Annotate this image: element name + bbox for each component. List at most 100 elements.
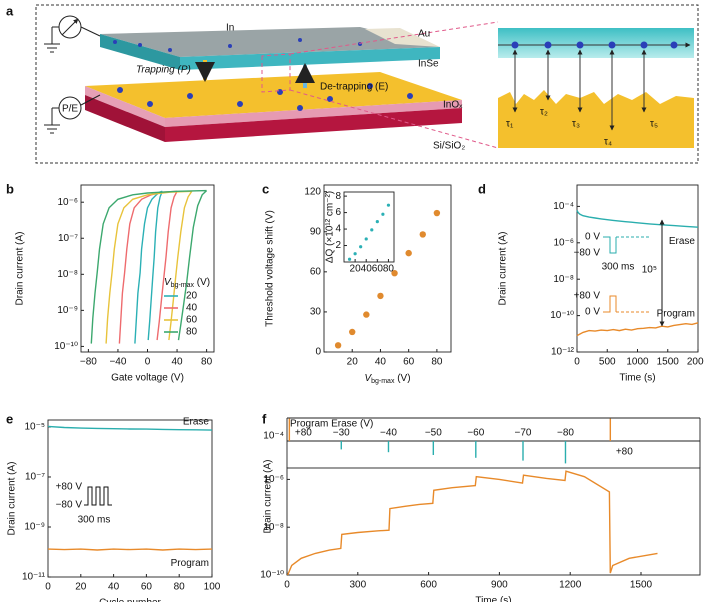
pulse-train — [84, 486, 112, 506]
charges — [113, 38, 413, 111]
annotation: 300 ms — [602, 262, 635, 273]
x-tick-label: 0 — [145, 357, 151, 368]
x-tick-label: 2000 — [687, 357, 704, 368]
x-axis-label: Gate voltage (V) — [111, 373, 184, 384]
x-tick-label: 40 — [375, 357, 387, 368]
plot-frame — [343, 191, 395, 263]
legend-title: Vbg-max (V) — [164, 277, 210, 290]
annotation: −80 V — [56, 500, 83, 511]
annotation: 0 V — [585, 307, 600, 318]
y-tick-label: 10⁻⁷ — [58, 233, 78, 244]
y-axis-label: Drain current (A) — [15, 232, 26, 306]
series-label: Program — [171, 558, 209, 569]
point — [359, 245, 363, 249]
point — [391, 269, 398, 277]
x-tick-label: 100 — [204, 582, 221, 593]
legend-label: 40 — [186, 303, 198, 314]
pulse-label: +80 — [616, 447, 633, 458]
annotation: 10⁵ — [642, 265, 657, 276]
x-tick-label: 0 — [45, 582, 51, 593]
plot-frame — [47, 419, 213, 578]
x-tick-label: 1500 — [630, 580, 653, 591]
plot-frame — [576, 184, 699, 353]
y-tick-label: 10⁻¹⁰ — [550, 310, 574, 321]
inse-layer — [180, 47, 440, 70]
pulse-label: −70 — [515, 428, 532, 439]
zoom-charges — [498, 41, 691, 131]
legend-title-unit: (V) — [194, 277, 210, 288]
y-tick-label: 8 — [335, 191, 341, 202]
panel-letter: e — [6, 411, 13, 426]
x-tick-label: 20 — [347, 357, 359, 368]
point — [364, 237, 368, 241]
pulse — [603, 295, 617, 313]
x-tick-label: 60 — [141, 582, 153, 593]
legend-title-sub: bg-max — [171, 282, 195, 289]
schematic: a In Au InSe Trapping (P) De-trapping (E… — [6, 3, 699, 164]
x-tick-label: 20 — [75, 582, 87, 593]
y-tick-label: 4 — [335, 224, 341, 235]
panel-letter: b — [6, 181, 14, 196]
pulse-label: −50 — [425, 428, 442, 439]
x-tick-label: 80 — [383, 264, 395, 275]
strip-tick-label: 10⁻⁴ — [263, 431, 284, 442]
label-tau: τ₅ — [650, 119, 658, 130]
point — [405, 249, 412, 257]
x-axis-label: Cycle number — [99, 598, 161, 602]
x-tick-label: 80 — [174, 582, 186, 593]
x-axis-label: Time (s) — [475, 596, 511, 602]
x-tick-label: 500 — [599, 357, 616, 368]
zoom-lines — [261, 21, 499, 149]
y-tick-label: 10⁻⁴ — [553, 201, 574, 212]
point — [375, 220, 379, 224]
x-axis-label: Time (s) — [619, 373, 655, 384]
y-tick-label: 10⁻⁸ — [263, 522, 284, 533]
point — [353, 252, 357, 256]
panel-letter: f — [262, 411, 267, 426]
label-inse: InSe — [418, 59, 439, 70]
sio2-side — [85, 86, 165, 127]
x-tick-label: 1500 — [657, 357, 680, 368]
y-tick-label: 6 — [335, 207, 341, 218]
label-in: In — [226, 23, 234, 34]
x-tick-label: −40 — [109, 357, 126, 368]
point — [386, 203, 391, 207]
line — [90, 189, 208, 344]
y-axis-label: Drain current (A) — [498, 232, 509, 306]
legend-title-main: V — [164, 277, 172, 288]
y-tick-label: 120 — [304, 186, 321, 197]
y-tick-label: 60 — [310, 266, 322, 277]
label-tau: τ₁ — [506, 119, 514, 130]
plot-frame — [323, 184, 452, 353]
y-tick-label: 10⁻⁸ — [553, 274, 574, 285]
pulse-label: −40 — [380, 428, 397, 439]
series-label: Erase — [183, 417, 210, 428]
label-tau: τ₂ — [540, 107, 548, 118]
point — [347, 257, 352, 261]
x-tick-label: 40 — [361, 264, 373, 275]
x-tick-label: 40 — [108, 582, 120, 593]
y-tick-label: 10⁻¹¹ — [22, 572, 46, 583]
x-tick-label: −80 — [80, 357, 97, 368]
y-axis-label: ΔQ (×10¹² cm⁻²) — [325, 191, 336, 263]
panel-letter: d — [478, 181, 486, 196]
annotation: −80 V — [574, 248, 601, 259]
point — [381, 212, 385, 216]
inox-layer — [85, 72, 462, 118]
panel-letter: a — [6, 3, 14, 18]
label-au: Au — [418, 29, 430, 40]
y-tick-label: 10⁻⁵ — [24, 422, 45, 433]
x-tick-label: 60 — [403, 357, 415, 368]
y-axis-label: Drain current (A) — [7, 462, 18, 536]
point — [419, 231, 426, 238]
panel-letter: c — [262, 181, 269, 196]
x-axis-label-sub: bg-max — [371, 378, 395, 385]
point — [349, 328, 356, 336]
point — [370, 228, 374, 232]
x-tick-label: 300 — [349, 580, 366, 591]
meters — [44, 15, 101, 134]
y-tick-label: 10⁻⁷ — [25, 472, 45, 483]
pulse — [603, 236, 617, 254]
line — [576, 210, 699, 228]
